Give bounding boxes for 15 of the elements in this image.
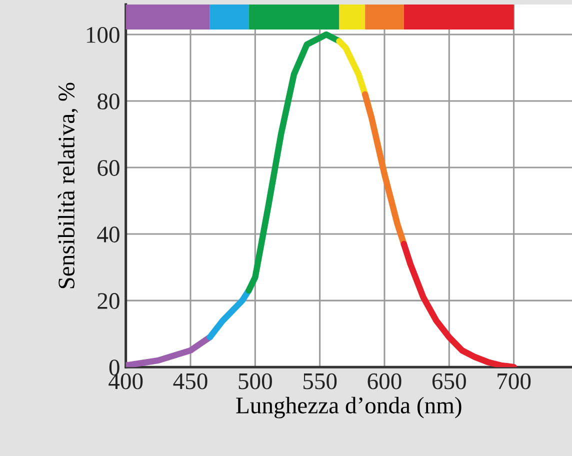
x-tick-label: 400 [108, 373, 143, 390]
x-tick-label: 550 [303, 373, 337, 390]
y-tick-label: 60 [98, 160, 120, 176]
y-tick-label: 0 [109, 360, 120, 376]
x-tick-label: 650 [432, 373, 466, 390]
x-axis-title: Lunghezza d’onda (nm) [236, 396, 462, 418]
y-axis-title: Sensibilità relativa, % [58, 82, 78, 288]
y-tick-label: 100 [86, 26, 120, 43]
x-tick-label: 700 [498, 373, 531, 390]
y-tick-label: 20 [98, 293, 120, 309]
x-tick-label: 500 [238, 373, 272, 390]
y-tick-label: 40 [97, 226, 120, 242]
x-tick-label: 600 [368, 373, 402, 390]
y-tick-label: 80 [98, 94, 120, 110]
x-tick-label: 450 [173, 373, 208, 390]
